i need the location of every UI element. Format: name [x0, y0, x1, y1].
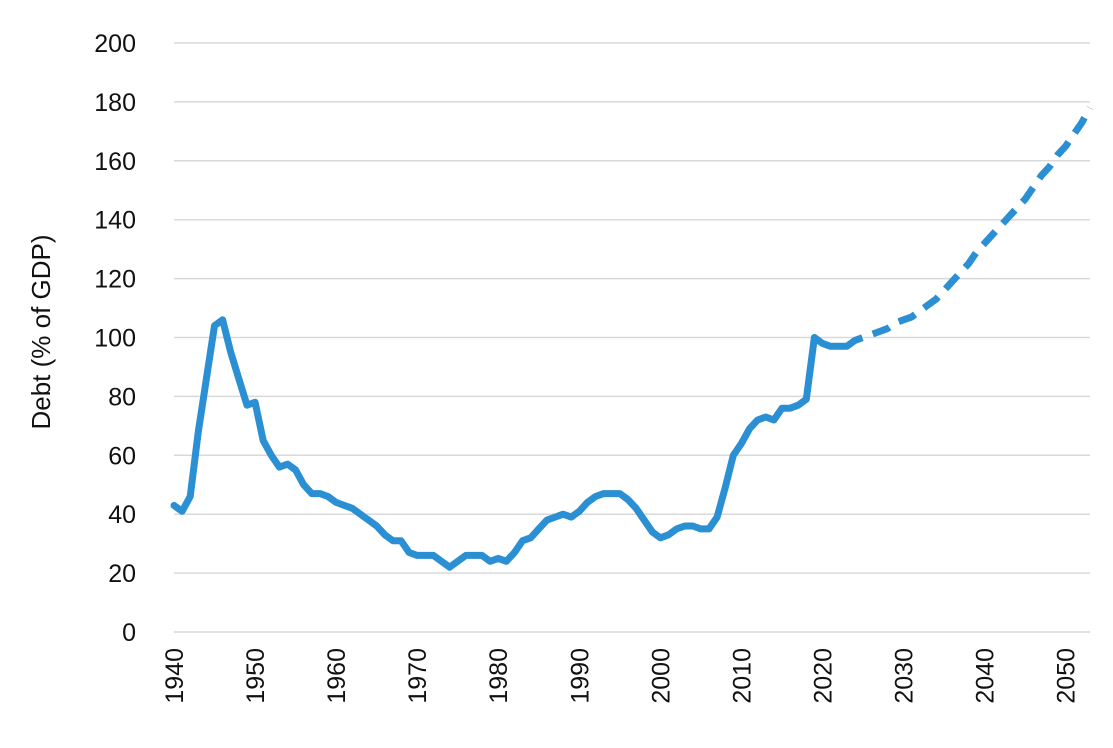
y-axis-tick-labels: 0 20 40 60 80 100 120 140 160 180 200 [94, 30, 136, 647]
x-tick-label: 1980 [485, 648, 513, 704]
y-tick-label: 120 [94, 266, 136, 294]
y-tick-label: 140 [94, 207, 136, 235]
x-tick-label: 2030 [891, 648, 919, 704]
y-tick-label: 20 [108, 560, 136, 588]
y-tick-label: 40 [108, 501, 136, 529]
x-tick-label: 2000 [647, 648, 675, 704]
x-tick-label: 1960 [323, 648, 351, 704]
grid-lines [174, 42, 1090, 633]
x-tick-label: 2020 [809, 648, 837, 704]
x-tick-label: 1940 [161, 648, 189, 704]
y-axis-title: Debt (% of GDP) [26, 234, 56, 429]
y-tick-label: 80 [108, 383, 136, 411]
x-tick-label: 2010 [728, 648, 756, 704]
historical-debt-line [170, 316, 851, 571]
x-tick-label: 1950 [242, 648, 270, 704]
x-tick-label: 1990 [566, 648, 594, 704]
y-tick-label: 200 [94, 30, 136, 58]
y-tick-label: 60 [108, 442, 136, 470]
x-axis-tick-labels: 1940 1950 1960 1970 1980 1990 2000 2010 2020 2030… [161, 648, 1081, 704]
series-lines [170, 106, 1094, 571]
y-tick-label: 0 [122, 619, 136, 647]
x-tick-label: 2040 [972, 648, 1000, 704]
projected-debt-line [844, 106, 1094, 350]
x-tick-label: 1970 [404, 648, 432, 704]
x-tick-label: 2050 [1053, 648, 1081, 704]
y-tick-label: 180 [94, 89, 136, 117]
y-tick-label: 100 [94, 325, 136, 353]
y-tick-label: 160 [94, 148, 136, 176]
